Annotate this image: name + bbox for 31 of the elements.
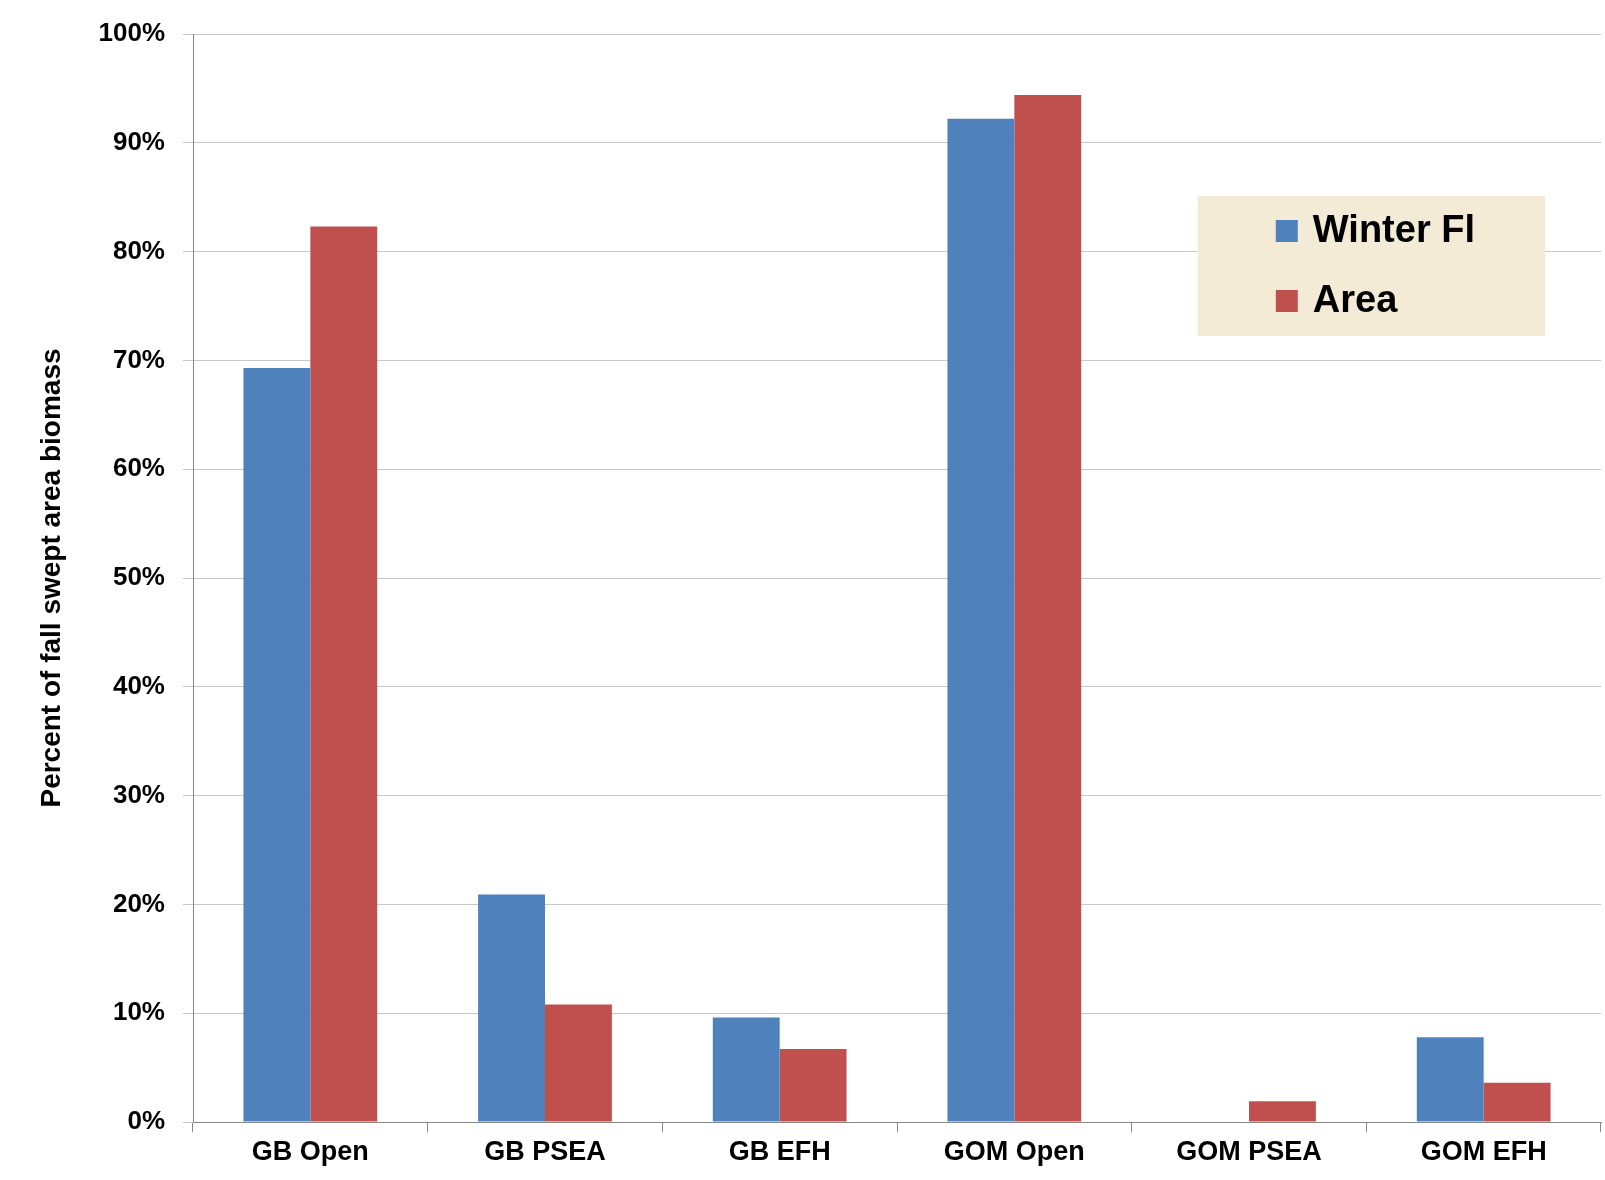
- y-tick-label: 100%: [98, 17, 165, 48]
- y-tick-label: 90%: [112, 125, 165, 156]
- y-tick-label: 80%: [112, 234, 165, 265]
- x-tick-label: GB EFH: [728, 1135, 831, 1166]
- bar: [779, 1049, 847, 1122]
- bar: [310, 226, 378, 1122]
- y-tick-label: 0%: [127, 1105, 165, 1136]
- bar: [545, 1004, 612, 1122]
- bar: [1249, 1101, 1316, 1122]
- y-tick-label: 20%: [112, 887, 165, 918]
- y-tick-label: 10%: [112, 996, 165, 1027]
- bar: [1014, 94, 1082, 1122]
- legend-label: Area: [1312, 278, 1399, 321]
- bar: [243, 368, 311, 1122]
- bar: [1483, 1082, 1551, 1122]
- bar: [478, 894, 545, 1122]
- x-tick-label: GB PSEA: [484, 1135, 606, 1166]
- y-tick-label: 40%: [112, 669, 165, 700]
- x-tick-label: GOM PSEA: [1176, 1135, 1322, 1166]
- bar: [712, 1017, 780, 1122]
- y-tick-label: 70%: [112, 343, 165, 374]
- y-tick-label: 50%: [112, 561, 165, 592]
- y-axis-title: Percent of fall swept area biomass: [34, 348, 66, 808]
- bar: [947, 118, 1015, 1122]
- legend-label: Winter Fl: [1312, 208, 1476, 251]
- y-tick-label: 60%: [112, 452, 165, 483]
- x-tick-label: GOM Open: [943, 1135, 1085, 1166]
- x-tick-label: GOM EFH: [1420, 1135, 1547, 1166]
- x-tick-label: GB Open: [251, 1135, 369, 1166]
- y-tick-label: 30%: [112, 778, 165, 809]
- bar: [1416, 1037, 1484, 1122]
